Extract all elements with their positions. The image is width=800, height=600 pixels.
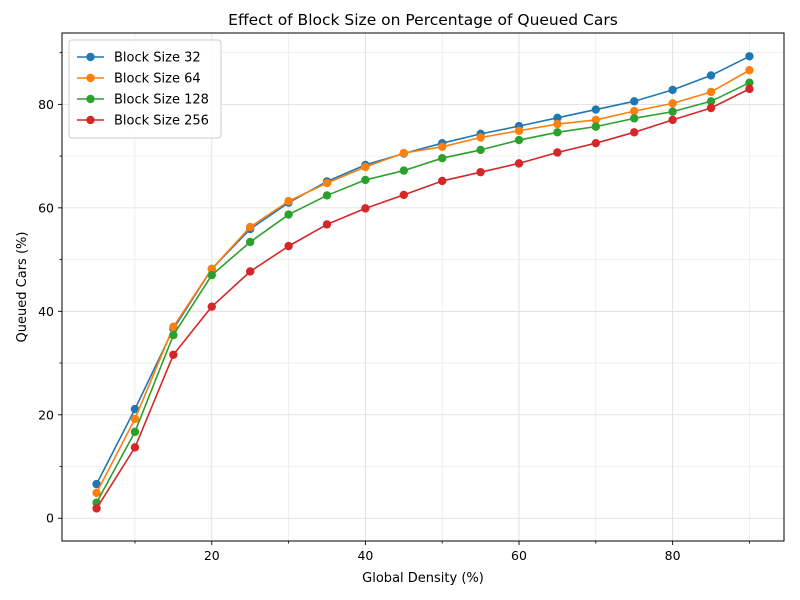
- legend-item: Block Size 32: [77, 51, 201, 66]
- data-point: [745, 78, 754, 87]
- data-point: [476, 133, 485, 142]
- chart-title: Effect of Block Size on Percentage of Qu…: [228, 11, 618, 29]
- data-point: [591, 115, 601, 125]
- data-point: [92, 504, 101, 513]
- data-point: [438, 142, 447, 152]
- legend-marker: [86, 94, 95, 104]
- legend-marker: [86, 73, 95, 83]
- series-layer: [92, 52, 754, 513]
- data-point: [591, 105, 601, 114]
- data-point: [706, 97, 716, 106]
- data-point: [245, 222, 255, 232]
- data-point: [207, 264, 216, 274]
- y-tick-label: 0: [46, 511, 54, 526]
- data-point: [630, 106, 639, 116]
- data-point: [322, 220, 332, 229]
- data-point: [745, 66, 754, 75]
- legend-item: Block Size 64: [77, 72, 201, 87]
- plot-frame: [61, 32, 785, 542]
- legend-item: Block Size 256: [77, 114, 209, 129]
- data-point: [438, 153, 447, 163]
- data-point: [514, 135, 524, 145]
- legend-label: Block Size 32: [114, 51, 201, 66]
- data-point: [668, 99, 677, 108]
- data-point: [668, 115, 677, 125]
- data-point: [284, 196, 293, 206]
- data-point: [92, 479, 101, 489]
- legend-label: Block Size 128: [114, 93, 209, 108]
- legend: Block Size 32 Block Size 64 Block Size 128…: [68, 39, 222, 139]
- y-tick-label: 20: [38, 407, 54, 422]
- legend-item: Block Size 128: [77, 93, 209, 108]
- data-point: [745, 52, 754, 61]
- data-point: [591, 138, 601, 148]
- legend-marker: [86, 52, 95, 62]
- legend-label: Block Size 64: [114, 72, 201, 87]
- data-point: [514, 126, 524, 135]
- data-point: [130, 443, 140, 452]
- data-point: [361, 175, 370, 185]
- ticks: 20 40 60 80 0 20 40 60 80: [38, 52, 750, 563]
- data-point: [92, 488, 101, 498]
- data-point: [169, 350, 178, 359]
- series-line: [95, 81, 750, 504]
- data-point: [591, 122, 601, 131]
- x-axis-label: Global Density (%): [362, 571, 484, 586]
- data-point: [130, 414, 140, 424]
- data-point: [476, 167, 485, 177]
- legend-label: Block Size 256: [114, 114, 209, 129]
- data-point: [553, 119, 562, 129]
- y-tick-label: 40: [38, 304, 54, 319]
- data-point: [630, 97, 639, 106]
- y-axis-label: Queued Cars (%): [15, 232, 30, 343]
- data-point: [245, 237, 255, 247]
- data-point: [438, 176, 447, 186]
- data-point: [322, 191, 332, 200]
- data-point: [130, 427, 140, 437]
- series-line: [95, 88, 750, 509]
- legend-marker: [86, 115, 95, 125]
- data-point: [130, 404, 140, 414]
- data-point: [169, 330, 178, 340]
- data-point: [668, 85, 677, 95]
- y-tick-label: 80: [38, 97, 54, 112]
- data-point: [245, 267, 255, 276]
- x-tick-label: 40: [357, 548, 373, 563]
- data-point: [361, 204, 370, 213]
- data-point: [207, 270, 216, 280]
- series-line: [95, 69, 750, 494]
- data-point: [207, 302, 216, 311]
- data-point: [284, 241, 293, 251]
- data-point: [361, 162, 370, 172]
- data-point: [553, 128, 562, 137]
- legend-box: [68, 39, 222, 139]
- data-point: [476, 145, 485, 155]
- x-tick-label: 20: [204, 548, 220, 563]
- x-tick-label: 60: [511, 548, 527, 563]
- data-point: [630, 128, 639, 137]
- data-point: [553, 113, 562, 123]
- data-point: [322, 178, 332, 188]
- data-point: [706, 71, 716, 80]
- data-point: [553, 148, 562, 157]
- data-point: [399, 166, 408, 175]
- data-point: [630, 114, 639, 123]
- y-tick-label: 60: [38, 200, 54, 215]
- data-point: [169, 322, 178, 332]
- data-point: [706, 87, 716, 97]
- data-point: [399, 190, 408, 200]
- series-2: [92, 66, 754, 498]
- data-point: [514, 159, 524, 168]
- data-point: [706, 103, 716, 113]
- series-3: [92, 78, 754, 507]
- x-tick-label: 80: [665, 548, 681, 563]
- data-point: [668, 107, 677, 116]
- data-point: [284, 210, 293, 219]
- data-point: [745, 84, 754, 94]
- data-point: [399, 148, 408, 158]
- series-4: [92, 84, 754, 513]
